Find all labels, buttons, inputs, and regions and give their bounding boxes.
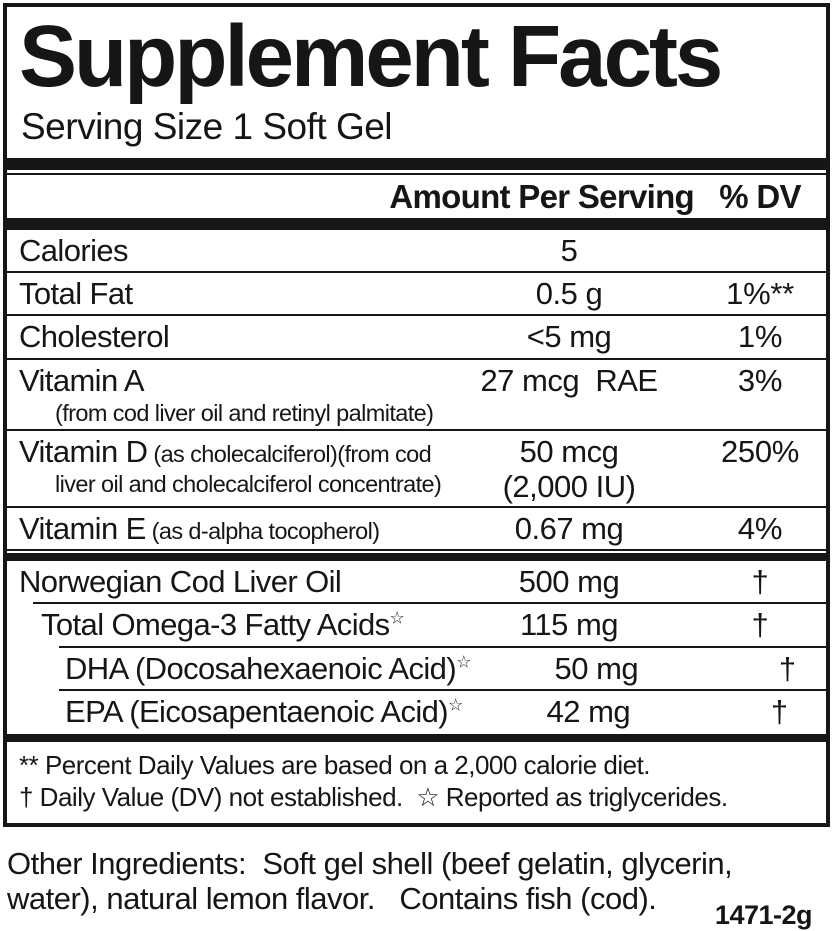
nutrient-name-text: Total Fat xyxy=(19,276,133,312)
row-separator xyxy=(7,357,826,360)
panel-title: Supplement Facts xyxy=(19,8,723,105)
other-ingredients-line-1: Other Ingredients: Soft gel shell (beef … xyxy=(7,846,733,881)
nutrient-name-text: Calories xyxy=(19,233,129,268)
nutrient-amount: 0.67 mg xyxy=(444,510,694,547)
nutrient-row: Total Fat 0.5 g 1%** xyxy=(7,273,826,314)
nutrient-row: Vitamin D (as cholecalciferol)(from cod l… xyxy=(7,431,826,506)
nutrient-name: Total Omega-3 Fatty Acids☆ xyxy=(7,606,444,643)
nutrient-name: Norwegian Cod Liver Oil xyxy=(7,563,444,600)
nutrient-name-text: Cholesterol xyxy=(19,319,170,355)
star-symbol: ☆ xyxy=(456,652,472,672)
nutrient-name: DHA (Docosahexaenoic Acid)☆ xyxy=(7,650,471,687)
nutrient-row: Vitamin E (as d-alpha tocopherol) 0.67 mg… xyxy=(7,508,826,549)
nutrient-dv: † xyxy=(770,693,788,729)
nutrient-row: Calories 5 xyxy=(7,230,826,271)
nutrient-amount-value: 0.67 mg xyxy=(514,511,624,547)
footnote-daily-values: ** Percent Daily Values are based on a 2… xyxy=(19,749,651,780)
nutrient-row: Total Omega-3 Fatty Acids☆ 115 mg † xyxy=(7,604,826,645)
nutrient-name: EPA (Eicosapentaenoic Acid)☆ xyxy=(7,693,463,730)
other-ingredients-line-2: water), natural lemon flavor. Contains f… xyxy=(7,881,657,917)
other-ingredients-section: Other Ingredients: Soft gel shell (beef … xyxy=(7,846,826,931)
nutrient-name-text: Total Omega-3 Fatty Acids xyxy=(41,607,390,643)
nutrient-amount-value: 0.5 g xyxy=(535,276,603,312)
nutrient-name-text: Vitamin E xyxy=(19,511,146,547)
nutrient-amount-value: 50 mg xyxy=(554,650,639,686)
nutrient-dv: † xyxy=(751,564,769,600)
nutrient-amount: 500 mg xyxy=(444,563,694,600)
nutrient-row: Cholesterol <5 mg 1% xyxy=(7,316,826,357)
nutrient-name-detail: (as cholecalciferol)(from cod xyxy=(147,440,432,467)
nutrient-name-line2: (from cod liver oil and retinyl palmitat… xyxy=(55,399,434,426)
nutrient-dv: 4% xyxy=(737,511,783,547)
nutrient-amount: 0.5 g xyxy=(444,275,694,312)
nutrient-amount: 27 mcg RAE xyxy=(444,362,694,399)
nutrient-name-text: Norwegian Cod Liver Oil xyxy=(19,564,342,600)
nutrient-row: DHA (Docosahexaenoic Acid)☆ 50 mg † xyxy=(7,648,826,689)
row-separator xyxy=(7,506,826,509)
nutrient-name-text: DHA (Docosahexaenoic Acid) xyxy=(65,650,457,686)
divider-thick-above-footnotes xyxy=(7,733,826,742)
nutrient-row: Norwegian Cod Liver Oil 500 mg † xyxy=(7,561,826,602)
nutrient-dv: † xyxy=(778,650,796,686)
footnote-dv-not-established: † Daily Value (DV) not established. ☆ Re… xyxy=(19,782,728,813)
nutrient-name: Calories xyxy=(7,232,444,269)
supplement-facts-panel: Supplement Facts Serving Size 1 Soft Gel… xyxy=(3,3,830,827)
nutrient-amount: <5 mg xyxy=(444,318,694,355)
star-symbol: ☆ xyxy=(448,695,464,715)
nutrient-amount: 42 mg xyxy=(463,693,713,730)
nutrient-amount: 50 mcg (2,000 IU) xyxy=(444,433,694,504)
divider-thick-top xyxy=(7,158,826,170)
percent-dv-header: % DV xyxy=(719,177,801,215)
section-divider-bar xyxy=(7,553,826,562)
nutrient-row: EPA (Eicosapentaenoic Acid)☆ 42 mg † xyxy=(7,691,826,732)
nutrient-amount: 50 mg xyxy=(471,650,721,687)
nutrient-amount-value: 50 mcg xyxy=(519,433,619,469)
nutrient-name-text: Vitamin A xyxy=(19,362,145,398)
row-separator xyxy=(59,688,826,691)
nutrient-amount-value: 115 mg xyxy=(519,607,619,643)
nutrient-row: Vitamin A (from cod liver oil and retinyl… xyxy=(7,360,826,429)
serving-size: Serving Size 1 Soft Gel xyxy=(21,106,393,147)
row-separator xyxy=(33,602,826,605)
nutrient-name: Vitamin E (as d-alpha tocopherol) xyxy=(7,510,444,547)
divider-hairline xyxy=(7,173,826,175)
footnotes: ** Percent Daily Values are based on a 2… xyxy=(7,742,826,823)
nutrient-name: Total Fat xyxy=(7,275,444,312)
nutrient-name-text: Vitamin D xyxy=(19,433,148,469)
nutrient-dv: 250% xyxy=(720,433,800,469)
product-code: 1471-2g xyxy=(714,900,813,931)
nutrient-amount-value: <5 mg xyxy=(526,319,612,355)
nutrient-dv: 1% xyxy=(737,319,783,355)
row-separator xyxy=(7,314,826,317)
row-separator xyxy=(7,428,826,431)
nutrient-dv: † xyxy=(751,607,769,643)
row-separator xyxy=(7,549,826,552)
nutrient-amount: 115 mg xyxy=(444,606,694,643)
column-header-row: Amount Per Serving % DV xyxy=(7,175,826,218)
nutrient-amount-value: 500 mg xyxy=(518,564,620,600)
nutrient-amount-value: 5 xyxy=(560,233,578,268)
nutrient-dv: 3% xyxy=(737,362,783,398)
nutrient-rows: Calories 5 Total Fat 0.5 g 1%** Cholesterol <5… xyxy=(7,230,826,732)
nutrient-name: Vitamin D (as cholecalciferol)(from cod l… xyxy=(7,433,444,498)
nutrient-amount-value: 42 mg xyxy=(546,693,631,729)
nutrient-amount-line2: (2,000 IU) xyxy=(502,468,636,504)
nutrient-name-text: EPA (Eicosapentaenoic Acid) xyxy=(65,693,449,729)
nutrient-dv: 1%** xyxy=(726,276,794,312)
divider-thick-under-header xyxy=(7,218,826,230)
nutrient-name-detail: (as d-alpha tocopherol) xyxy=(145,518,380,545)
nutrient-name: Vitamin A (from cod liver oil and retinyl… xyxy=(7,362,444,427)
nutrient-amount: 5 xyxy=(444,232,694,269)
row-separator xyxy=(7,271,826,274)
nutrient-amount-value: 27 mcg RAE xyxy=(480,362,658,398)
star-symbol: ☆ xyxy=(389,609,405,629)
row-separator xyxy=(59,645,826,648)
nutrient-name-line2: liver oil and cholecalciferol concentrat… xyxy=(55,470,442,497)
nutrient-name: Cholesterol xyxy=(7,318,444,355)
amount-per-serving-header: Amount Per Serving xyxy=(389,177,694,215)
